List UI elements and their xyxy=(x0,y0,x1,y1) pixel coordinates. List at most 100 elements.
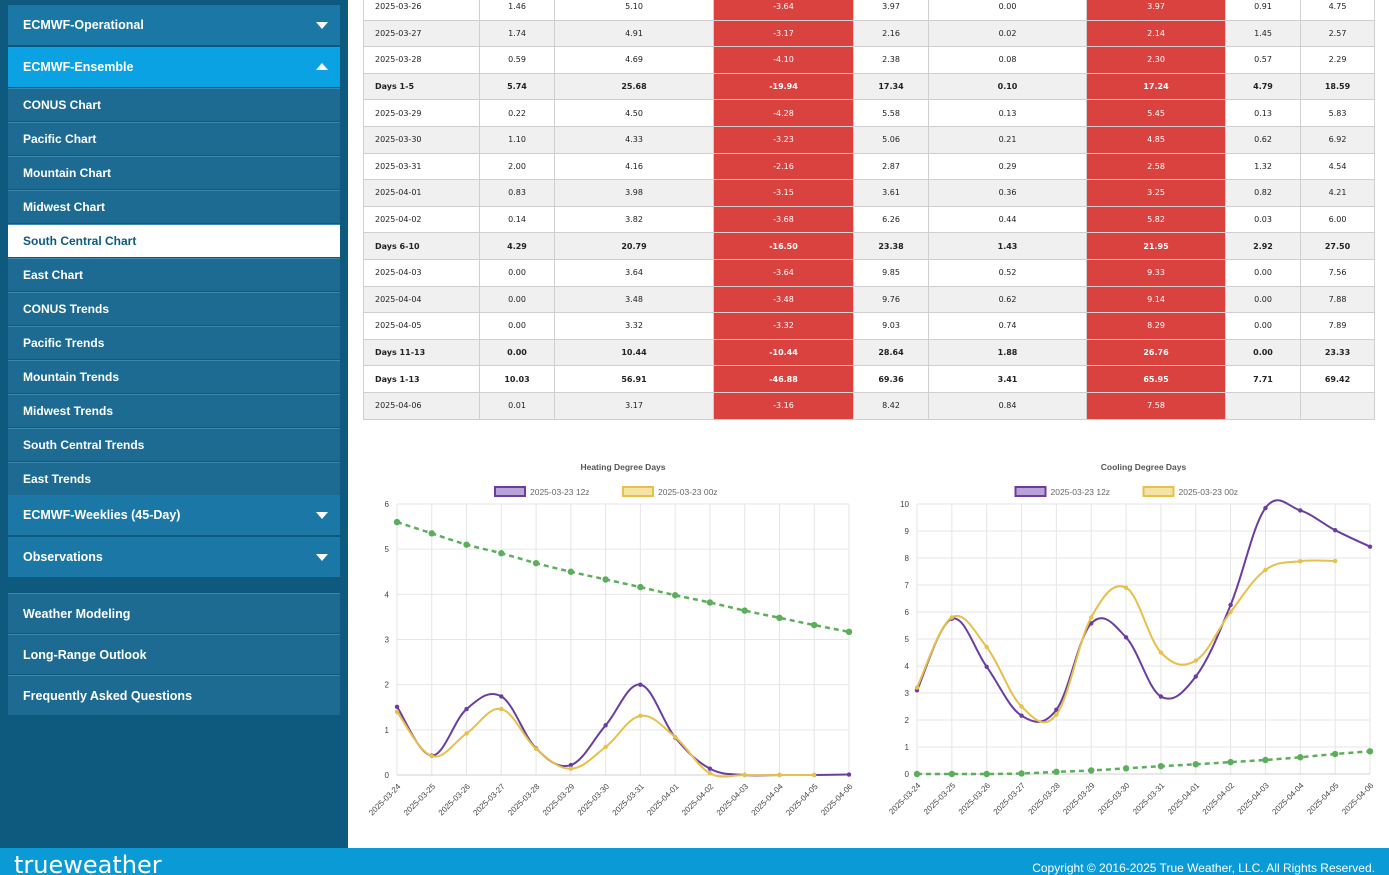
table-cell: 4.75 xyxy=(1300,0,1375,21)
x-tick-label: 2025-03-31 xyxy=(610,782,646,818)
table-cell: 23.38 xyxy=(853,232,929,260)
data-point xyxy=(1088,767,1095,774)
table-cell: 0.10 xyxy=(928,72,1087,101)
table-cell: 0.00 xyxy=(1225,338,1301,367)
sidebar-item-midwest-trends[interactable]: Midwest Trends xyxy=(8,394,340,427)
table-cell: 1.43 xyxy=(928,232,1087,260)
x-tick-label: 2025-04-03 xyxy=(715,782,751,818)
data-point xyxy=(776,614,783,622)
table-cell: 3.97 xyxy=(853,0,929,21)
sidebar-item-conus-chart[interactable]: CONUS Chart xyxy=(8,88,340,121)
y-tick-label: 4 xyxy=(385,590,390,599)
table-cell: 3.41 xyxy=(928,365,1087,393)
table-cell: -16.50 xyxy=(713,232,854,260)
ecmwf-weeklies-header[interactable]: ECMWF-Weeklies (45-Day) xyxy=(8,495,340,535)
table-cell: 2.00 xyxy=(479,152,555,181)
data-point xyxy=(984,644,989,650)
table-cell: 9.03 xyxy=(853,312,929,340)
y-tick-label: 4 xyxy=(905,662,910,671)
chevron-down-icon xyxy=(316,22,328,29)
nav-link-long-range-outlook[interactable]: Long-Range Outlook xyxy=(8,634,340,674)
table-cell: -4.28 xyxy=(713,99,854,127)
y-tick-label: 0 xyxy=(905,770,910,779)
chevron-down-icon xyxy=(316,554,328,561)
table-cell: 0.00 xyxy=(479,285,555,314)
data-point xyxy=(1019,704,1024,709)
sidebar-item-mountain-chart[interactable]: Mountain Chart xyxy=(8,156,340,189)
sidebar-item-midwest-chart[interactable]: Midwest Chart xyxy=(8,190,340,223)
observations-header[interactable]: Observations xyxy=(8,537,340,577)
data-point xyxy=(1228,602,1233,608)
ecmwf-ensemble-header[interactable]: ECMWF-Ensemble xyxy=(8,47,340,87)
sidebar-item-south-central-chart[interactable]: South Central Chart xyxy=(8,224,340,257)
table-cell: 0.08 xyxy=(928,46,1087,74)
x-tick-label: 2025-04-02 xyxy=(1201,781,1237,817)
table-cell: 7.56 xyxy=(1300,258,1375,287)
sidebar-item-conus-trends[interactable]: CONUS Trends xyxy=(8,292,340,325)
sidebar-item-mountain-trends[interactable]: Mountain Trends xyxy=(8,360,340,393)
data-point xyxy=(1332,558,1338,564)
table-cell: 69.42 xyxy=(1300,365,1375,393)
table-cell: 2.57 xyxy=(1300,19,1375,48)
table-cell: 1.45 xyxy=(1225,19,1301,48)
table-cell: 0.00 xyxy=(1225,312,1301,340)
ecmwf-operational-header[interactable]: ECMWF-Operational xyxy=(8,5,340,45)
table-cell: 10.03 xyxy=(479,365,555,393)
sidebar-item-south-central-trends[interactable]: South Central Trends xyxy=(8,428,340,461)
sidebar-item-east-trends[interactable]: East Trends xyxy=(8,462,340,495)
data-point xyxy=(532,559,540,567)
x-tick-label: 2025-04-04 xyxy=(750,782,786,818)
nav-link-weather-modeling[interactable]: Weather Modeling xyxy=(8,593,340,633)
table-cell: 1.46 xyxy=(479,0,555,21)
chart-title: Cooling Degree Days xyxy=(1101,462,1187,472)
x-tick-label: 2025-03-25 xyxy=(922,781,958,817)
trueweather-logo[interactable]: trueweather xyxy=(14,853,204,875)
row-label: 2025-04-02 xyxy=(363,205,480,234)
table-cell: 5.45 xyxy=(1086,99,1226,127)
table-cell: -4.10 xyxy=(713,46,854,74)
row-label: Days 1-13 xyxy=(363,365,480,393)
row-label: 2025-04-06 xyxy=(363,391,480,420)
table-cell: 0.00 xyxy=(479,312,555,340)
table-cell: 0.52 xyxy=(928,258,1087,287)
sidebar-item-east-chart[interactable]: East Chart xyxy=(8,258,340,291)
table-cell: 3.98 xyxy=(554,179,714,207)
table-cell: 3.25 xyxy=(1086,179,1226,207)
table-cell: 7.88 xyxy=(1300,285,1375,314)
table-cell: 0.62 xyxy=(928,285,1087,314)
table-cell: 0.01 xyxy=(479,391,555,420)
summary-row: Days 6-10 4.29 20.79 -16.50 23.38 1.43 21.95 2.… xyxy=(363,232,1375,260)
summary-row: Days 11-13 0.00 10.44 -10.44 28.64 1.88 26.76 0… xyxy=(363,338,1375,367)
data-point xyxy=(1054,707,1059,712)
legend-swatch xyxy=(494,486,526,497)
x-tick-label: 2025-03-26 xyxy=(957,781,993,817)
x-tick-label: 2025-03-30 xyxy=(1096,781,1132,817)
data-point xyxy=(1054,712,1059,717)
y-tick-label: 5 xyxy=(385,545,390,554)
table-cell: -3.64 xyxy=(713,0,854,21)
sidebar-item-pacific-trends[interactable]: Pacific Trends xyxy=(8,326,340,359)
table-cell: 2.16 xyxy=(853,19,929,48)
table-cell: 3.32 xyxy=(554,312,714,340)
table-row: 2025-03-27 1.74 4.91 -3.17 2.16 0.02 2.14 1.45 2… xyxy=(363,19,1375,48)
x-tick-label: 2025-03-26 xyxy=(437,782,473,818)
nav-link-frequently-asked-questions[interactable]: Frequently Asked Questions xyxy=(8,675,340,715)
table-cell: 7.58 xyxy=(1086,391,1226,420)
sidebar-item-pacific-chart[interactable]: Pacific Chart xyxy=(8,122,340,155)
x-tick-label: 2025-04-03 xyxy=(1236,781,1272,817)
x-tick-label: 2025-04-01 xyxy=(1166,781,1202,817)
table-row: 2025-03-29 0.22 4.50 -4.28 5.58 0.13 5.45 0.13 5… xyxy=(363,99,1375,127)
table-cell: 0.03 xyxy=(1225,205,1301,234)
footer xyxy=(0,848,1389,875)
data-point xyxy=(914,685,920,690)
legend-label: 2025-03-23 12z xyxy=(530,487,590,497)
table-cell: 0.91 xyxy=(1225,0,1301,21)
table-row: 2025-03-26 1.46 5.10 -3.64 3.97 0.00 3.97 0.91 4… xyxy=(363,0,1375,21)
table-cell: 1.32 xyxy=(1225,152,1301,181)
table-cell: 0.00 xyxy=(479,258,555,287)
data-point xyxy=(707,766,713,771)
data-point xyxy=(913,770,921,778)
table-cell: 23.33 xyxy=(1300,338,1375,367)
legend-label: 2025-03-23 00z xyxy=(658,487,718,497)
table-cell: 0.29 xyxy=(928,152,1087,181)
